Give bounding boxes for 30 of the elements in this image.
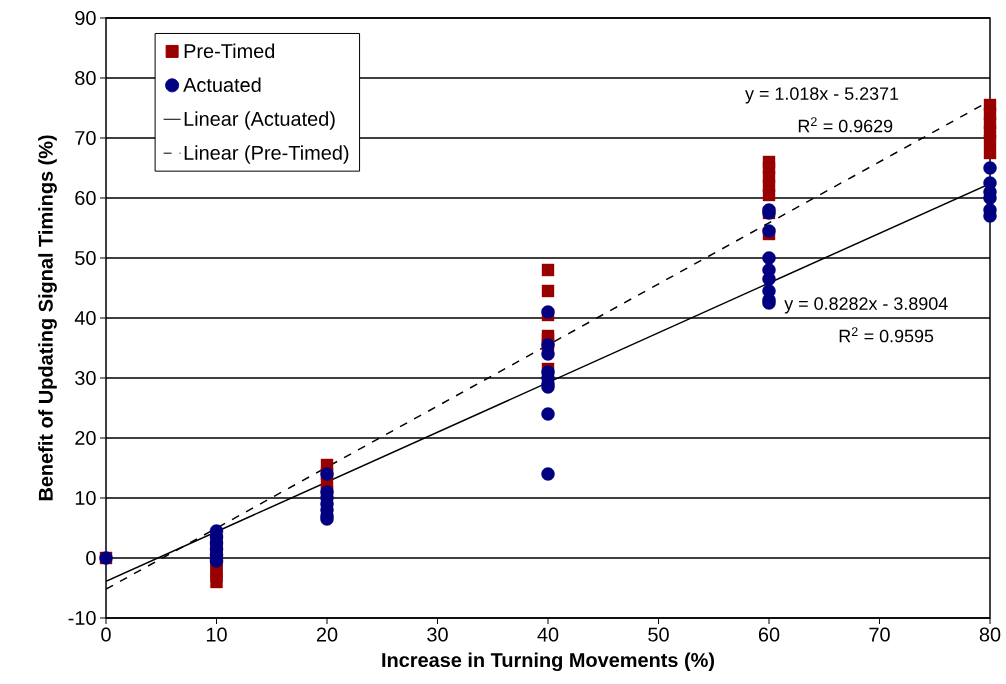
- annotation: R$^{2}$ = 0.9629: [798, 117, 893, 133]
- x-tick-label: 10: [206, 627, 227, 642]
- x-tick-label: 0: [101, 627, 111, 642]
- x-tick-label: 80: [979, 627, 1001, 642]
- y-tick-label: 10: [75, 490, 96, 506]
- x-tick-label: 40: [537, 627, 559, 642]
- legend-label: Linear (Actuated): [184, 111, 335, 130]
- y-tick-label: 40: [74, 310, 96, 326]
- y-axis-title: Benefit of Updating Signal Timings (%): [38, 135, 57, 501]
- y-tick-label: 70: [75, 130, 96, 146]
- x-axis-title: Increase in Turning Movements (%): [382, 652, 714, 672]
- legend-label: Pre-Timed: [184, 43, 275, 59]
- y-tick-label: 20: [75, 430, 96, 446]
- y-tick-label: 90: [75, 10, 96, 26]
- x-tick-label: 20: [316, 627, 338, 642]
- x-tick-label: 60: [758, 627, 780, 642]
- x-tick-label: 70: [869, 627, 890, 642]
- annotation: y = 1.018x - 5.2371: [745, 87, 899, 104]
- x-tick-label: 30: [427, 627, 448, 642]
- legend-label: Linear (Pre-Timed): [184, 145, 349, 164]
- x-tick-label: 50: [648, 627, 669, 642]
- y-tick-label: 30: [75, 370, 96, 386]
- y-tick-label: 80: [75, 70, 96, 86]
- y-tick-label: 50: [75, 250, 96, 266]
- y-tick-label: 60: [75, 190, 96, 206]
- annotation: R$^{2}$ = 0.9595: [839, 327, 934, 343]
- annotation: y = 0.8282x - 3.8904: [784, 297, 948, 314]
- legend-label: Actuated: [183, 77, 261, 93]
- y-tick-label: -10: [68, 610, 96, 626]
- y-tick-label: 0: [86, 550, 96, 566]
